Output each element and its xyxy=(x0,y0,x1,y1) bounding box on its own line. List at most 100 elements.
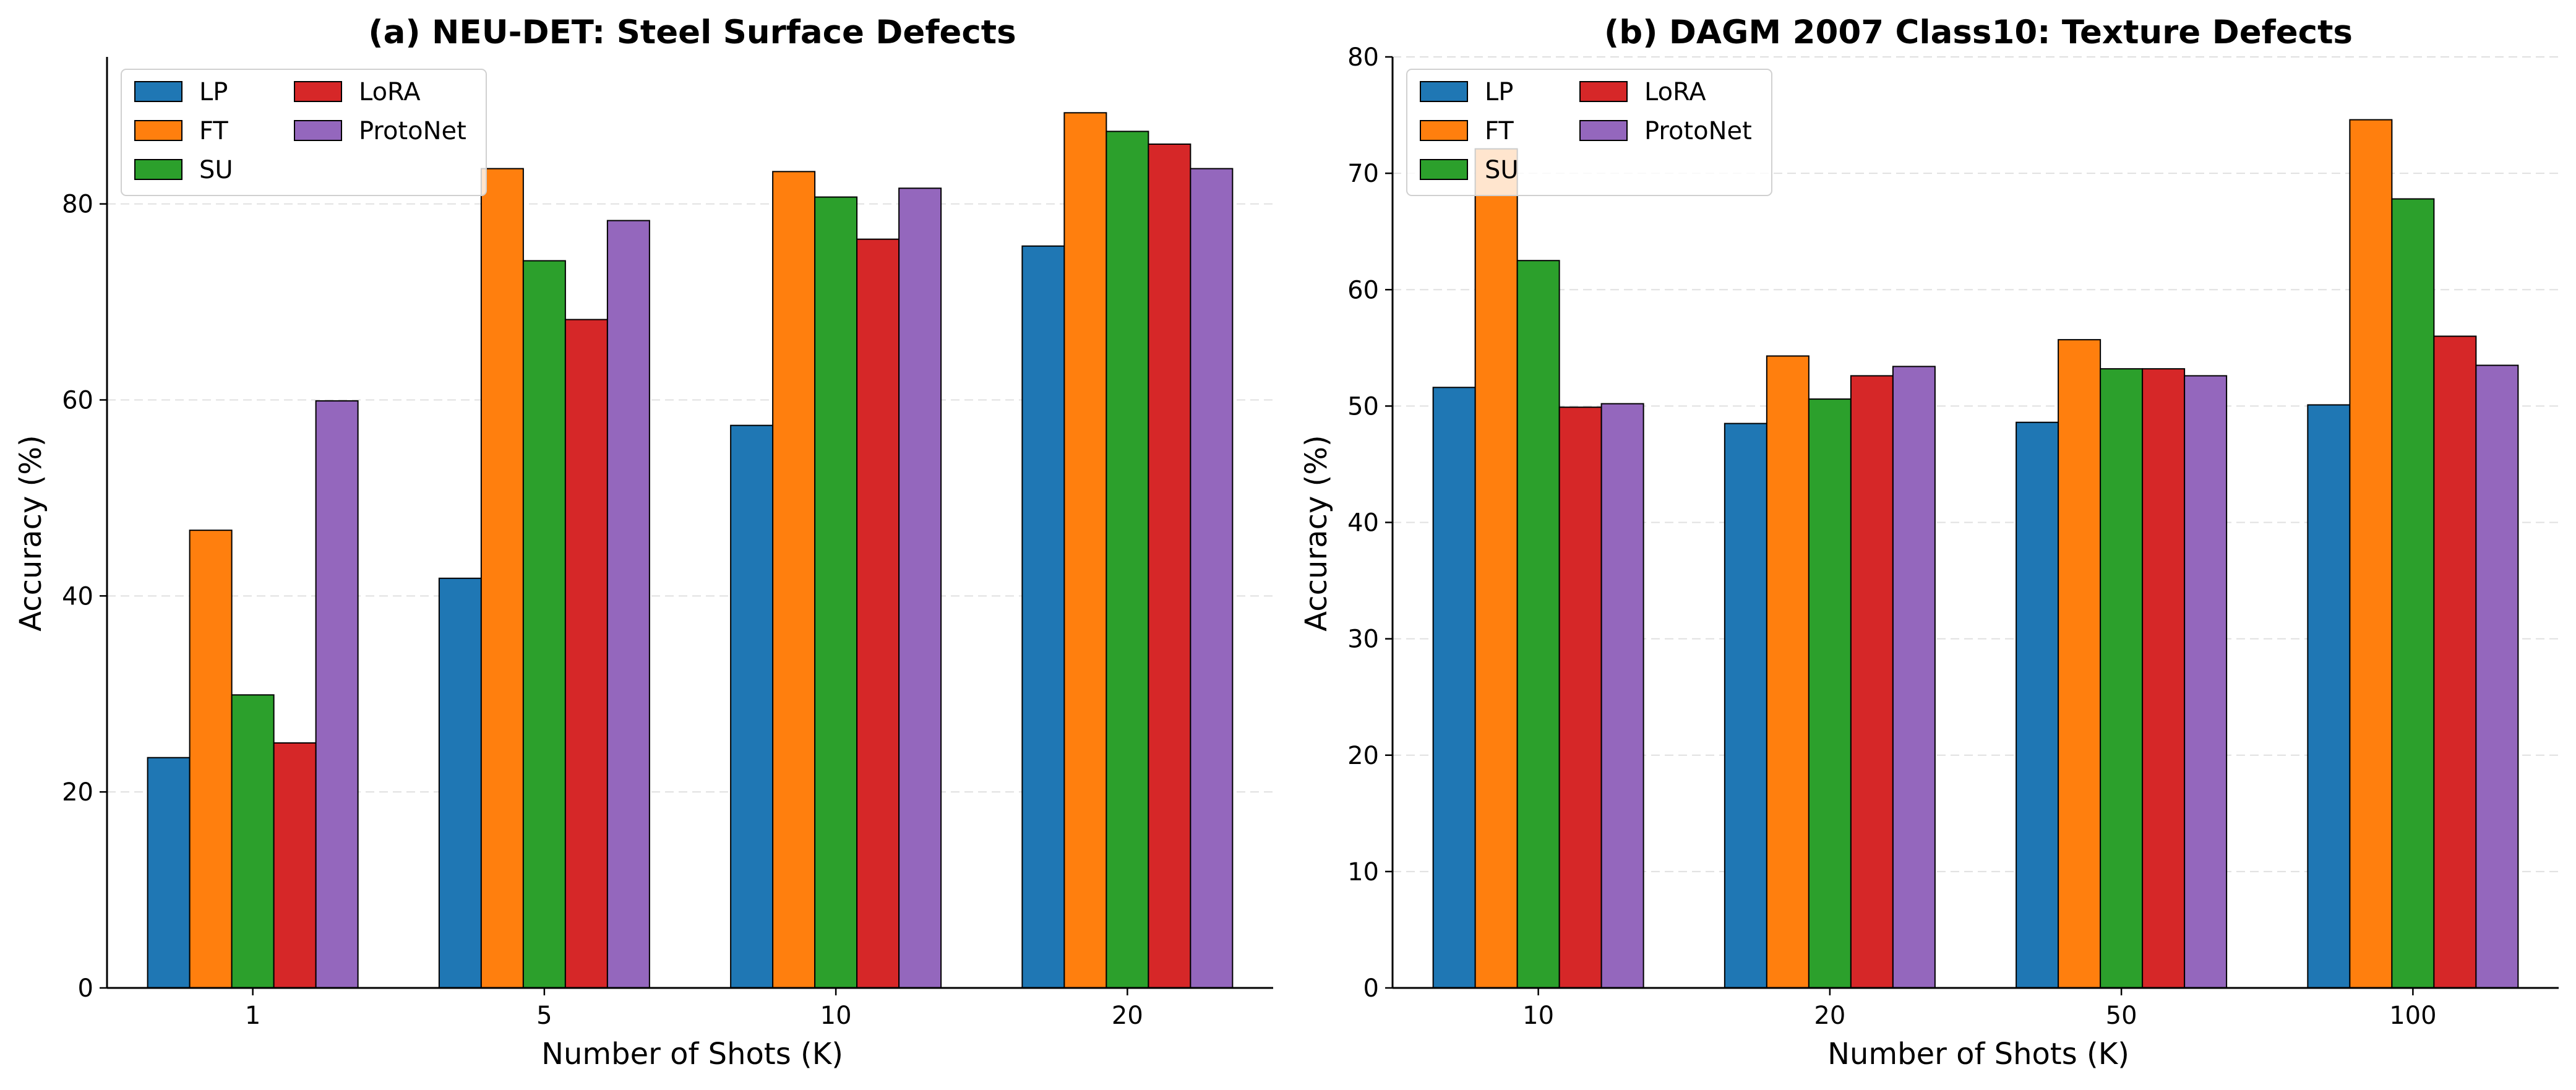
bar-protonet-100 xyxy=(2475,364,2519,989)
bar-lp-100 xyxy=(2307,404,2351,989)
y-tick-label: 0 xyxy=(78,974,93,1003)
x-ticks: 10 20 50 100 xyxy=(1522,988,2437,1030)
legend-swatch-su xyxy=(134,159,182,180)
bar-protonet-10 xyxy=(898,187,942,989)
x-tick-label: 10 xyxy=(820,1002,852,1030)
bar-lora-20 xyxy=(1148,143,1191,989)
bar-su-5 xyxy=(522,260,566,989)
bar-ft-20 xyxy=(1063,112,1107,989)
x-tick-label: 20 xyxy=(1112,1002,1143,1030)
legend-label-lp: LP xyxy=(1485,78,1513,106)
y-tick-label: 70 xyxy=(1347,160,1379,188)
bar-ft-10 xyxy=(1474,148,1518,989)
bar-su-10 xyxy=(814,196,858,989)
y-tick-label: 10 xyxy=(1347,858,1379,886)
bar-ft-100 xyxy=(2349,119,2393,989)
bar-lp-1 xyxy=(147,757,191,989)
legend-label-lp: LP xyxy=(199,78,228,106)
chart-title: (a) NEU-DET: Steel Surface Defects xyxy=(368,14,1016,51)
bar-ft-5 xyxy=(480,168,524,989)
bar-lp-10 xyxy=(730,424,774,989)
bar-su-100 xyxy=(2391,198,2435,989)
bar-lora-50 xyxy=(2142,368,2186,989)
x-ticks: 1 5 10 20 xyxy=(245,988,1143,1030)
bar-lp-20 xyxy=(1021,245,1065,989)
x-tick-label: 1 xyxy=(245,1002,260,1030)
legend: LP FT SU LoRA ProtoNet xyxy=(1406,69,1772,196)
legend-swatch-ft xyxy=(1420,120,1468,141)
y-ticks: 0 10 20 30 40 50 60 70 80 xyxy=(1347,43,1393,1003)
bar-su-50 xyxy=(2100,368,2144,989)
bar-su-20 xyxy=(1808,398,1852,989)
legend-label-protonet: ProtoNet xyxy=(359,117,466,145)
y-tick-label: 20 xyxy=(62,778,93,807)
bar-lora-1 xyxy=(273,742,317,989)
bar-lora-10 xyxy=(856,238,900,989)
chart-title: (b) DAGM 2007 Class10: Texture Defects xyxy=(1604,14,2353,51)
bar-ft-20 xyxy=(1766,355,1810,989)
bar-protonet-1 xyxy=(315,400,359,989)
legend-swatch-lora xyxy=(294,81,342,102)
legend-label-su: SU xyxy=(199,156,233,184)
legend-swatch-lora xyxy=(1579,81,1628,102)
bar-su-20 xyxy=(1106,131,1149,989)
y-axis-label: Accuracy (%) xyxy=(14,435,48,631)
bar-su-1 xyxy=(231,694,275,989)
bar-lp-20 xyxy=(1724,423,1767,989)
x-tick-label: 20 xyxy=(1814,1002,1845,1030)
x-tick-label: 5 xyxy=(536,1002,552,1030)
bar-protonet-20 xyxy=(1190,168,1234,989)
bar-lp-5 xyxy=(438,577,482,989)
y-tick-label: 60 xyxy=(1347,276,1379,304)
y-tick-label: 20 xyxy=(1347,742,1379,770)
bar-lp-50 xyxy=(2016,421,2059,989)
x-axis-label: Number of Shots (K) xyxy=(541,1037,843,1071)
bars xyxy=(1432,119,2519,989)
y-tick-label: 40 xyxy=(62,582,93,611)
bar-lora-20 xyxy=(1850,375,1894,989)
bar-ft-10 xyxy=(772,171,816,989)
legend-swatch-ft xyxy=(134,120,182,141)
bar-lora-100 xyxy=(2433,335,2477,989)
legend-label-ft: FT xyxy=(1485,117,1514,145)
chart-panel-a: (a) NEU-DET: Steel Surface Defects Numbe… xyxy=(14,14,1273,1071)
legend-label-su: SU xyxy=(1485,156,1519,184)
bars xyxy=(147,112,1234,989)
axes xyxy=(106,57,1273,989)
y-tick-label: 40 xyxy=(1347,509,1379,538)
y-tick-label: 30 xyxy=(1347,625,1379,654)
y-tick-label: 80 xyxy=(1347,43,1379,72)
legend-label-lora: LoRA xyxy=(1644,78,1706,106)
legend-swatch-protonet xyxy=(1579,120,1628,141)
bar-lora-10 xyxy=(1558,406,1602,989)
bar-lora-5 xyxy=(564,319,608,989)
y-tick-label: 80 xyxy=(62,191,93,219)
bar-protonet-50 xyxy=(2184,375,2228,989)
legend: LP FT SU LoRA ProtoNet xyxy=(121,69,487,196)
y-tick-label: 50 xyxy=(1347,392,1379,421)
bar-protonet-20 xyxy=(1892,366,1936,989)
y-tick-label: 60 xyxy=(62,386,93,414)
bar-lp-10 xyxy=(1432,387,1476,989)
legend-swatch-protonet xyxy=(294,120,342,141)
y-tick-label: 0 xyxy=(1363,974,1379,1003)
bar-ft-1 xyxy=(189,530,233,989)
y-ticks: 0 20 40 60 80 xyxy=(62,191,107,1003)
x-axis-label: Number of Shots (K) xyxy=(1827,1037,2129,1071)
x-tick-label: 100 xyxy=(2389,1002,2436,1030)
legend-swatch-su xyxy=(1420,159,1468,180)
legend-label-protonet: ProtoNet xyxy=(1644,117,1752,145)
y-axis-label: Accuracy (%) xyxy=(1299,435,1334,631)
x-tick-label: 50 xyxy=(2106,1002,2137,1030)
legend-label-ft: FT xyxy=(199,117,228,145)
legend-swatch-lp xyxy=(1420,81,1468,102)
legend-swatch-lp xyxy=(134,81,182,102)
bar-ft-50 xyxy=(2058,339,2102,989)
chart-panel-b: (b) DAGM 2007 Class10: Texture Defects N… xyxy=(1299,14,2559,1071)
legend-label-lora: LoRA xyxy=(359,78,421,106)
bar-protonet-10 xyxy=(1600,403,1644,989)
bar-protonet-5 xyxy=(606,220,650,989)
x-tick-label: 10 xyxy=(1522,1002,1554,1030)
bar-su-10 xyxy=(1516,260,1560,989)
